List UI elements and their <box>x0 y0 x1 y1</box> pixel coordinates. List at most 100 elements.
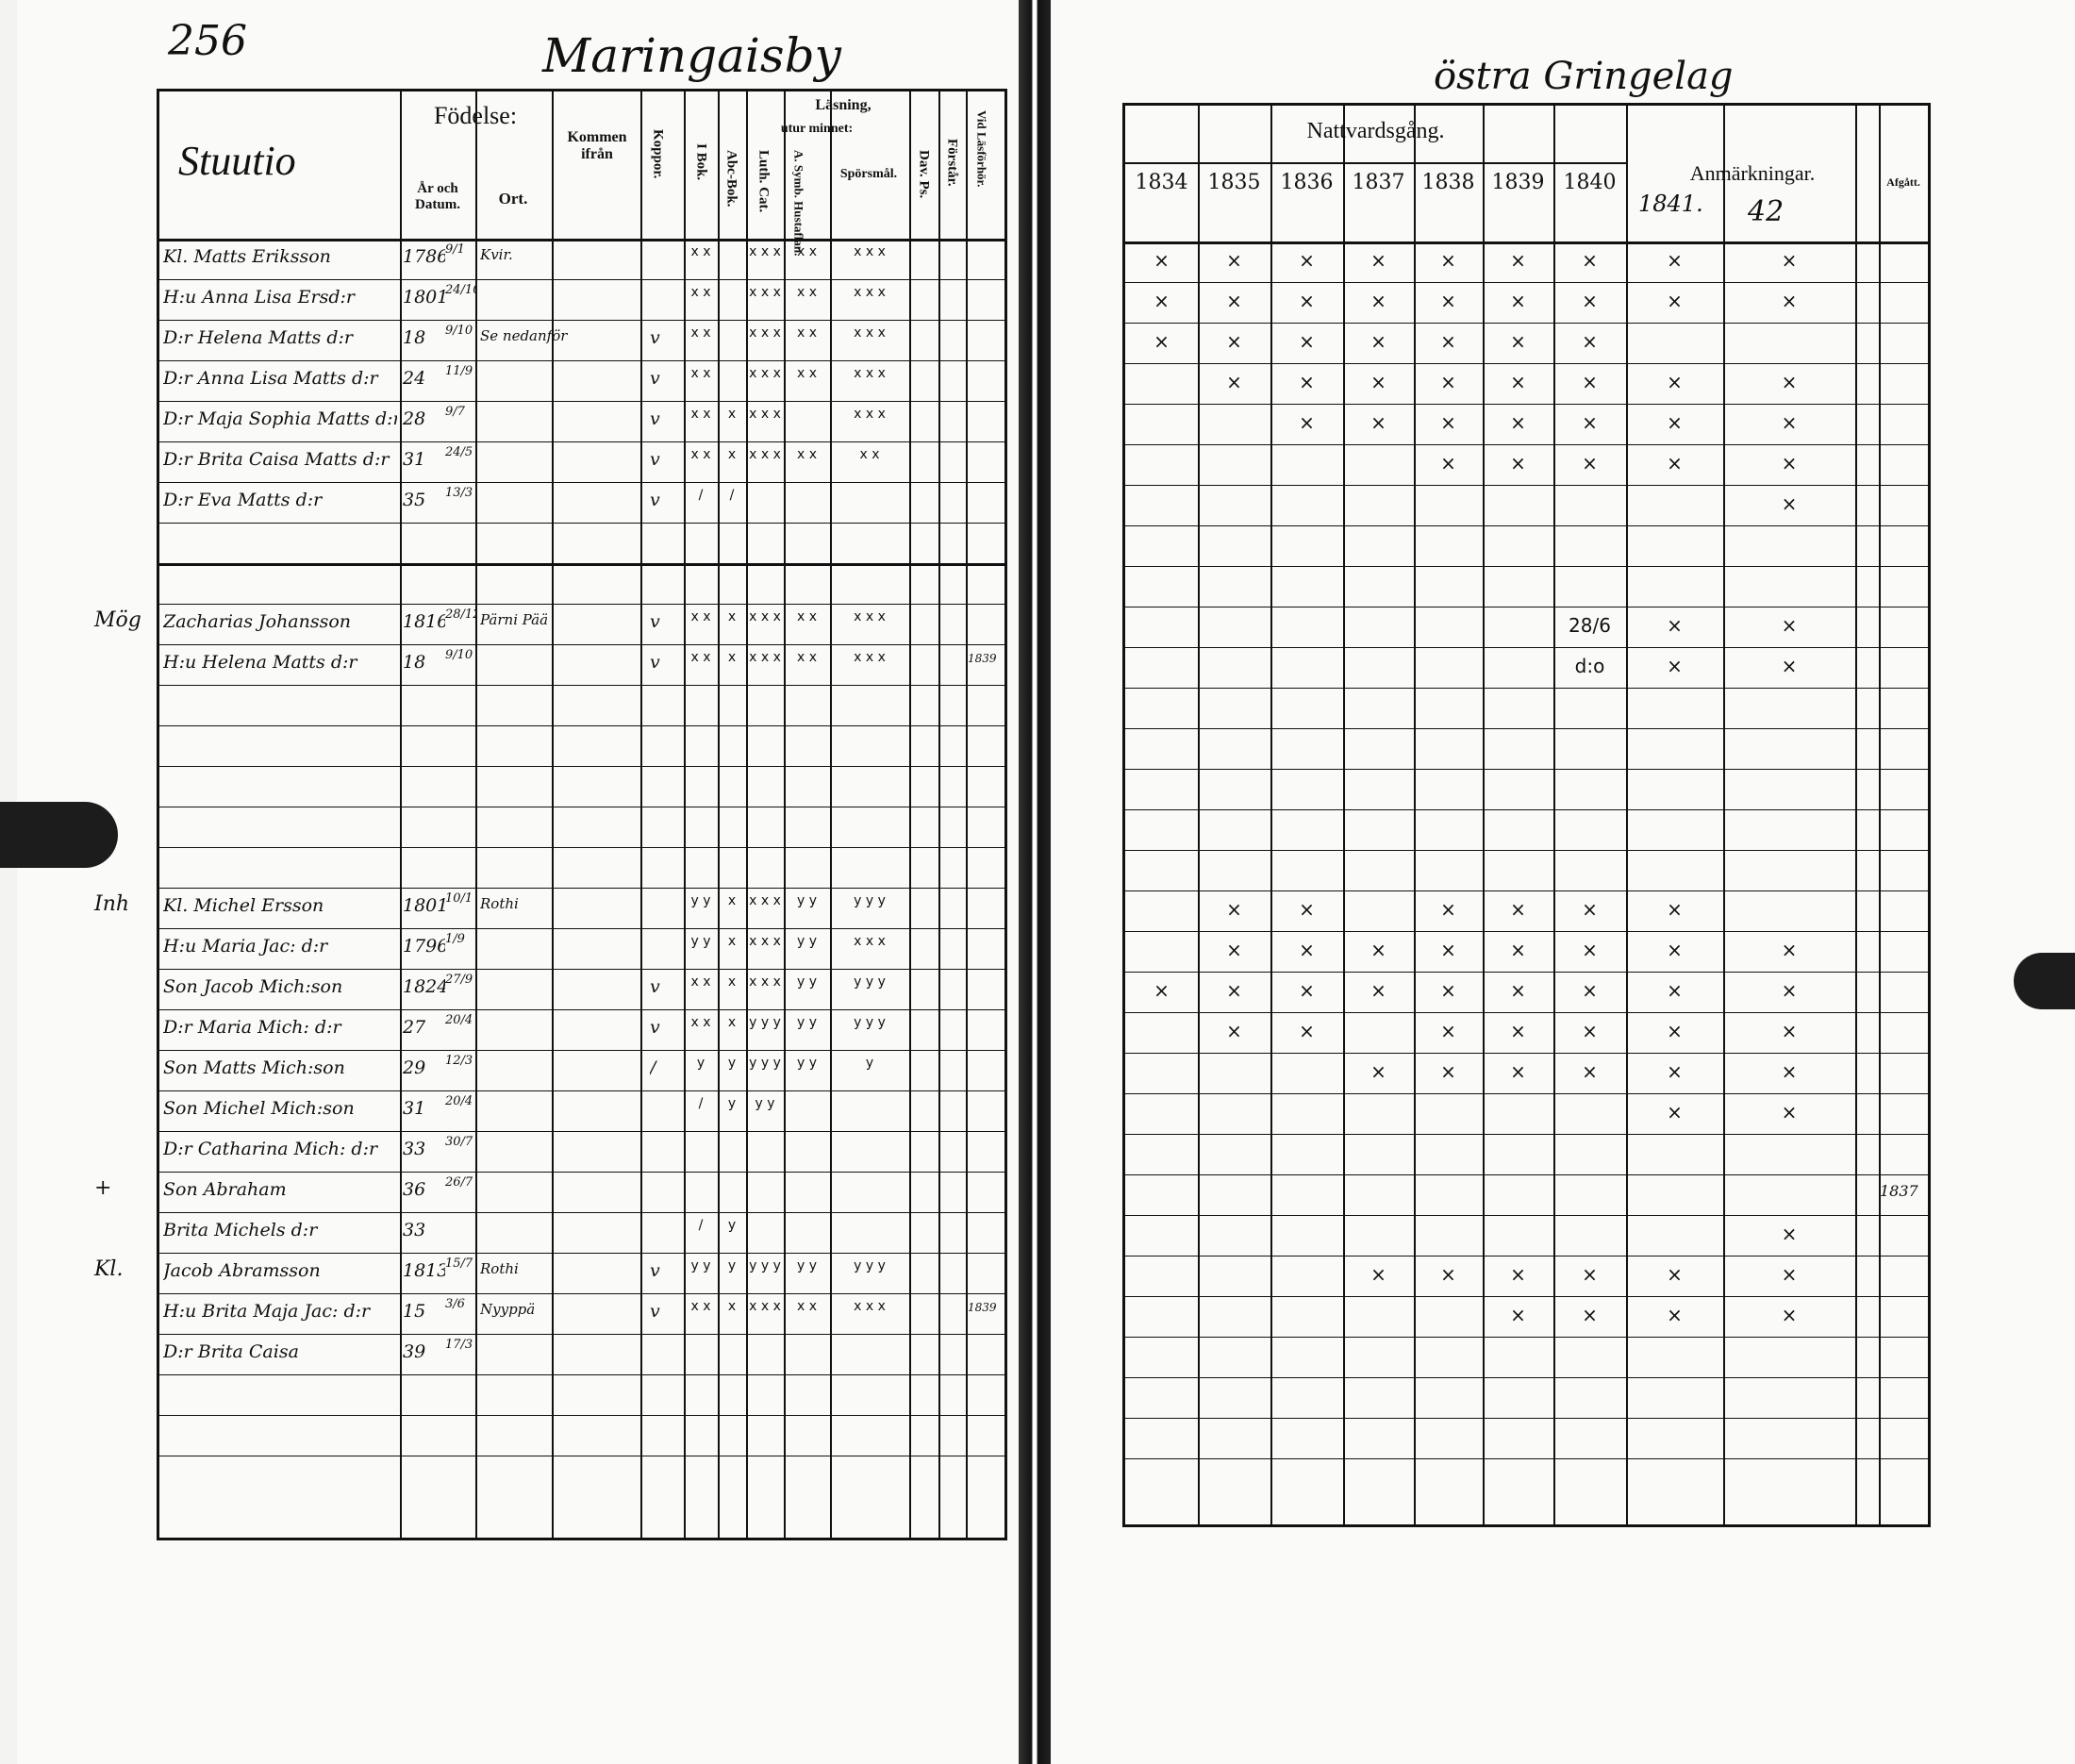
reading-mark: x x <box>796 1299 818 1314</box>
koppor-mark: v <box>650 368 660 389</box>
koppor-mark: v <box>650 652 660 673</box>
row-line <box>159 1090 1004 1091</box>
column-line <box>400 92 402 1538</box>
communion-mark: × <box>1582 371 1598 393</box>
communion-mark: × <box>1510 1263 1526 1286</box>
reading-mark: y y <box>690 934 711 949</box>
koppor-mark: v <box>650 1301 660 1322</box>
reading-mark: x x <box>796 366 818 381</box>
birth-date: 13/3 <box>445 486 473 500</box>
communion-mark: × <box>1226 1020 1242 1042</box>
margin-note: Mög <box>94 608 141 632</box>
communion-mark: × <box>1781 1223 1798 1245</box>
row-line <box>159 725 1004 726</box>
reading-mark: x x <box>690 325 711 341</box>
person-name: Brita Michels d:r <box>163 1220 318 1240</box>
communion-mark: × <box>1370 1263 1386 1286</box>
communion-mark: × <box>1667 1263 1683 1286</box>
communion-mark: × <box>1667 411 1683 434</box>
column-line <box>1879 106 1881 1524</box>
communion-mark: × <box>1299 290 1315 312</box>
afgatt-year: 1837 <box>1880 1182 1918 1200</box>
koppor-mark: v <box>650 1260 660 1281</box>
communion-mark: × <box>1299 1020 1315 1042</box>
communion-mark: × <box>1510 330 1526 353</box>
reading-mark: x x <box>690 650 711 665</box>
birth-year: 31 <box>403 1098 426 1119</box>
column-line <box>784 92 786 1538</box>
column-line <box>1626 106 1628 1524</box>
communion-mark: × <box>1154 290 1170 312</box>
communion-mark: × <box>1667 614 1683 637</box>
column-line <box>640 92 642 1538</box>
communion-mark: × <box>1781 249 1798 272</box>
reading-mark: / <box>698 1096 704 1111</box>
row-line <box>159 441 1004 442</box>
communion-mark: × <box>1667 1060 1683 1083</box>
register-table: Stuutio Födelse: År och Datum. Ort. Komm… <box>157 89 1007 1540</box>
reading-mark: / <box>698 1218 704 1233</box>
communion-mark: × <box>1667 1020 1683 1042</box>
reading-mark: y y <box>796 893 818 908</box>
communion-mark: × <box>1440 330 1456 353</box>
communion-mark: × <box>1582 939 1598 961</box>
row-line <box>159 523 1004 524</box>
column-line <box>1198 106 1200 1524</box>
person-name: H:u Maria Jac: d:r <box>163 936 328 957</box>
header-rule <box>159 239 1004 241</box>
row-line <box>159 1334 1004 1335</box>
margin-note: + <box>94 1176 112 1200</box>
communion-mark: × <box>1667 371 1683 393</box>
reading-mark: y y <box>690 893 711 908</box>
nattvardsgang-header: Nattvardsgång. <box>1306 119 1445 143</box>
communion-mark: × <box>1510 1060 1526 1083</box>
reading-mark: x x x <box>749 1299 781 1314</box>
column-line <box>1270 106 1272 1524</box>
column-line <box>718 92 720 1538</box>
communion-mark: × <box>1781 411 1798 434</box>
row-line <box>1125 972 1928 973</box>
row-line <box>1125 444 1928 445</box>
communion-mark: × <box>1299 249 1315 272</box>
column-line <box>830 92 832 1538</box>
communion-mark: × <box>1582 979 1598 1002</box>
lasforhor-year: 1839 <box>968 652 997 665</box>
koppor-mark: v <box>650 490 660 510</box>
right-page <box>1049 0 2075 1764</box>
row-line <box>1125 404 1928 405</box>
lasning-header: Läsning, <box>815 97 872 113</box>
communion-mark: × <box>1582 452 1598 474</box>
reading-mark: y y y <box>854 893 886 908</box>
row-line <box>159 604 1004 605</box>
row-line <box>159 1212 1004 1213</box>
row-line <box>159 1172 1004 1173</box>
kommen-ifran-header: Kommen ifrån <box>567 129 627 162</box>
row-line <box>159 1374 1004 1375</box>
reading-mark: x <box>727 974 737 990</box>
koppor-mark: / <box>650 1057 656 1078</box>
reading-mark: x x <box>690 974 711 990</box>
village-name: Maringaisby <box>542 28 841 83</box>
anmarkningar-header: Anmärkningar. <box>1689 161 1816 185</box>
communion-mark: × <box>1440 939 1456 961</box>
communion-mark: × <box>1440 1060 1456 1083</box>
remark-year-1841: 1841. <box>1638 191 1703 217</box>
reading-mark: / <box>729 488 735 503</box>
row-line <box>1125 323 1928 324</box>
reading-mark: y <box>696 1056 706 1071</box>
birth-year: 35 <box>403 490 426 510</box>
communion-mark: × <box>1510 452 1526 474</box>
communion-mark: × <box>1582 898 1598 921</box>
row-line <box>159 360 1004 361</box>
birth-date: 27/9 <box>445 973 473 987</box>
margin-note: Kl. <box>94 1257 124 1281</box>
vid-lasforhor-header: Vid Läsförhör. <box>974 110 989 188</box>
row-line <box>1125 1134 1928 1135</box>
communion-mark: × <box>1510 411 1526 434</box>
reading-mark: x x x <box>854 609 886 624</box>
person-name: Kl. Michel Ersson <box>163 895 324 916</box>
birth-year: 27 <box>403 1017 426 1038</box>
birth-date: 28/12 <box>445 607 475 622</box>
birth-place: Nyyppä <box>480 1301 536 1318</box>
koppor-mark: v <box>650 1017 660 1038</box>
